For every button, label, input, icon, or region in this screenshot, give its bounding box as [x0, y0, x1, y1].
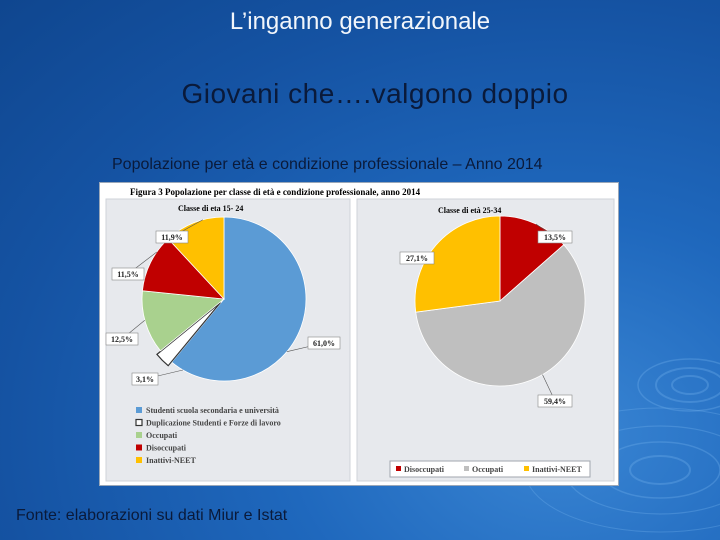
- legend-label-inattivi-neet: Inattivi-NEET: [146, 456, 196, 465]
- pie-slice-duplicazione-studenti-e-forze-di-lavoro: [156, 302, 221, 367]
- figure-title: Figura 3 Popolazione per classe di età e…: [130, 187, 421, 197]
- legend-swatch-inattivi-neet: [136, 457, 142, 463]
- left-chart-title: Classe di eta 15- 24: [178, 204, 243, 213]
- data-label-occupati: 12,5%: [111, 335, 133, 344]
- legend-swatch-occupati: [136, 432, 142, 438]
- data-label-box: [105, 332, 139, 346]
- data-label-duplicazione-studenti-e-forze-di-lavoro: 3,1%: [136, 375, 154, 384]
- right-chart-title: Classe di età 25-34: [438, 206, 501, 215]
- legend-swatch-disoccupati: [396, 466, 401, 471]
- data-label-occupati: 59,4%: [544, 397, 566, 406]
- slide-subtitle: Giovani che….valgono doppio: [181, 78, 569, 109]
- data-label-box: [537, 394, 573, 408]
- source-note: Fonte: elaborazioni su dati Miur e Istat: [16, 507, 288, 524]
- legend-swatch-studenti-scuola-secondaria-e-universita: [136, 407, 142, 413]
- legend-label-inattivi-neet: Inattivi-NEET: [532, 465, 582, 474]
- slide-title: L’inganno generazionale: [229, 8, 491, 35]
- legend-label-occupati: Occupati: [472, 465, 504, 474]
- pie-slice-studenti-scuola-secondaria-e-universita: [171, 216, 307, 382]
- legend-swatch-disoccupati: [136, 444, 142, 451]
- data-label-disoccupati: 13,5%: [544, 233, 566, 242]
- pie-slice-inattivi-neet: [414, 215, 501, 313]
- data-label-box: [537, 230, 573, 244]
- data-label-inattivi-neet: 11,9%: [161, 233, 183, 242]
- data-label-box: [399, 251, 435, 265]
- data-label-box: [155, 230, 189, 244]
- data-label-box: [307, 336, 341, 350]
- data-label-box: [131, 372, 159, 386]
- data-label-studenti-scuola-secondaria-e-universita: 61,0%: [313, 339, 335, 348]
- data-label-box: [111, 267, 145, 281]
- legend-swatch-duplicazione-studenti-e-forze-di-lavoro: [135, 418, 143, 427]
- legend-label-occupati: Occupati: [146, 431, 178, 440]
- right-legend-box: [389, 460, 591, 478]
- chart-caption: Popolazione per età e condizione profess…: [112, 156, 543, 173]
- legend-label-studenti-scuola-secondaria-e-universita: Studenti scuola secondaria e università: [146, 406, 279, 415]
- legend-swatch-inattivi-neet: [524, 466, 529, 471]
- data-label-inattivi-neet: 27,1%: [406, 254, 428, 263]
- legend-swatch-occupati: [464, 466, 469, 471]
- chart-figure: Figura 3 Popolazione per classe di età e…: [99, 182, 619, 486]
- data-label-disoccupati: 11,5%: [117, 270, 139, 279]
- legend-label-disoccupati: Disoccupati: [146, 444, 187, 453]
- legend-label-duplicazione-studenti-e-forze-di-lavoro: Duplicazione Studenti e Forze di lavoro: [146, 419, 281, 428]
- pie-slice-occupati: [141, 290, 226, 352]
- pie-slice-occupati: [415, 244, 586, 387]
- pie-charts-svg: Figura 3 Popolazione per classe di età e…: [105, 187, 615, 482]
- legend-label-disoccupati: Disoccupati: [404, 465, 445, 474]
